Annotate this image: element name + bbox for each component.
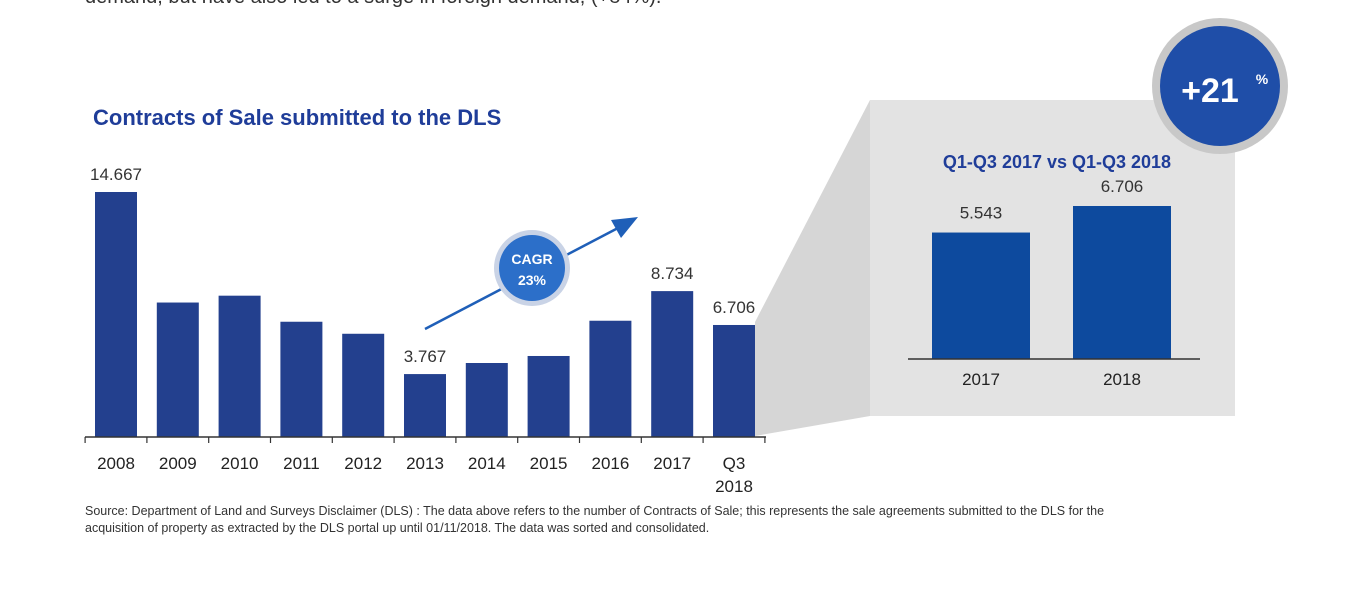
data-label: 6.706: [713, 298, 756, 317]
bar-2012: [342, 333, 385, 437]
cagr-bubble: [499, 235, 565, 301]
bar-2010: [218, 295, 261, 437]
x-tick-label: Q3: [723, 454, 746, 473]
inset-bar-2018: [1073, 206, 1171, 359]
bar-2008: [95, 192, 137, 437]
inset-data-label: 6.706: [1101, 177, 1144, 196]
inset-chart-title: Q1-Q3 2017 vs Q1-Q3 2018: [943, 152, 1171, 172]
x-tick-label: 2009: [159, 454, 197, 473]
bar-2011: [280, 321, 323, 437]
cagr-label: CAGR: [511, 251, 552, 267]
x-tick-label: 2010: [221, 454, 259, 473]
inset-x-tick-label: 2018: [1103, 370, 1141, 389]
data-label: 8.734: [651, 264, 694, 283]
x-tick-label: 2011: [283, 454, 320, 473]
bar-2017: [651, 291, 694, 437]
chart-title: Contracts of Sale submitted to the DLS: [93, 105, 502, 130]
bar-2015: [527, 355, 570, 437]
x-tick-label: 2013: [406, 454, 444, 473]
x-tick-label: 2008: [97, 454, 135, 473]
inset-bar-2017: [932, 232, 1030, 359]
bar-2009: [156, 302, 199, 437]
header-text-fragment: demand, but have also led to a surge in …: [85, 0, 661, 9]
bar-2013: [404, 374, 446, 437]
bar-2016: [589, 320, 632, 437]
cagr-value: 23%: [518, 272, 547, 288]
x-tick-label: 2015: [530, 454, 568, 473]
x-tick-label: 2012: [344, 454, 382, 473]
data-label: 14.667: [90, 165, 142, 184]
inset-x-tick-label: 2017: [962, 370, 1000, 389]
inset-panel: [870, 100, 1235, 416]
x-tick-label: 2016: [591, 454, 629, 473]
inset-data-label: 5.543: [960, 204, 1003, 223]
bar-2014: [465, 363, 508, 437]
growth-badge-unit: %: [1256, 71, 1269, 87]
x-tick-label: 2017: [653, 454, 691, 473]
bar-q3-2018: [713, 324, 755, 437]
zoom-connector: [755, 100, 870, 436]
trend-arrow-head-icon: [611, 217, 638, 238]
x-tick-label: 2014: [468, 454, 506, 473]
growth-badge: [1160, 26, 1280, 146]
x-tick-label: 2018: [715, 477, 753, 496]
growth-badge-value: +21: [1181, 72, 1239, 110]
data-label: 3.767: [404, 347, 447, 366]
source-note: Source: Department of Land and Surveys D…: [85, 504, 1105, 535]
